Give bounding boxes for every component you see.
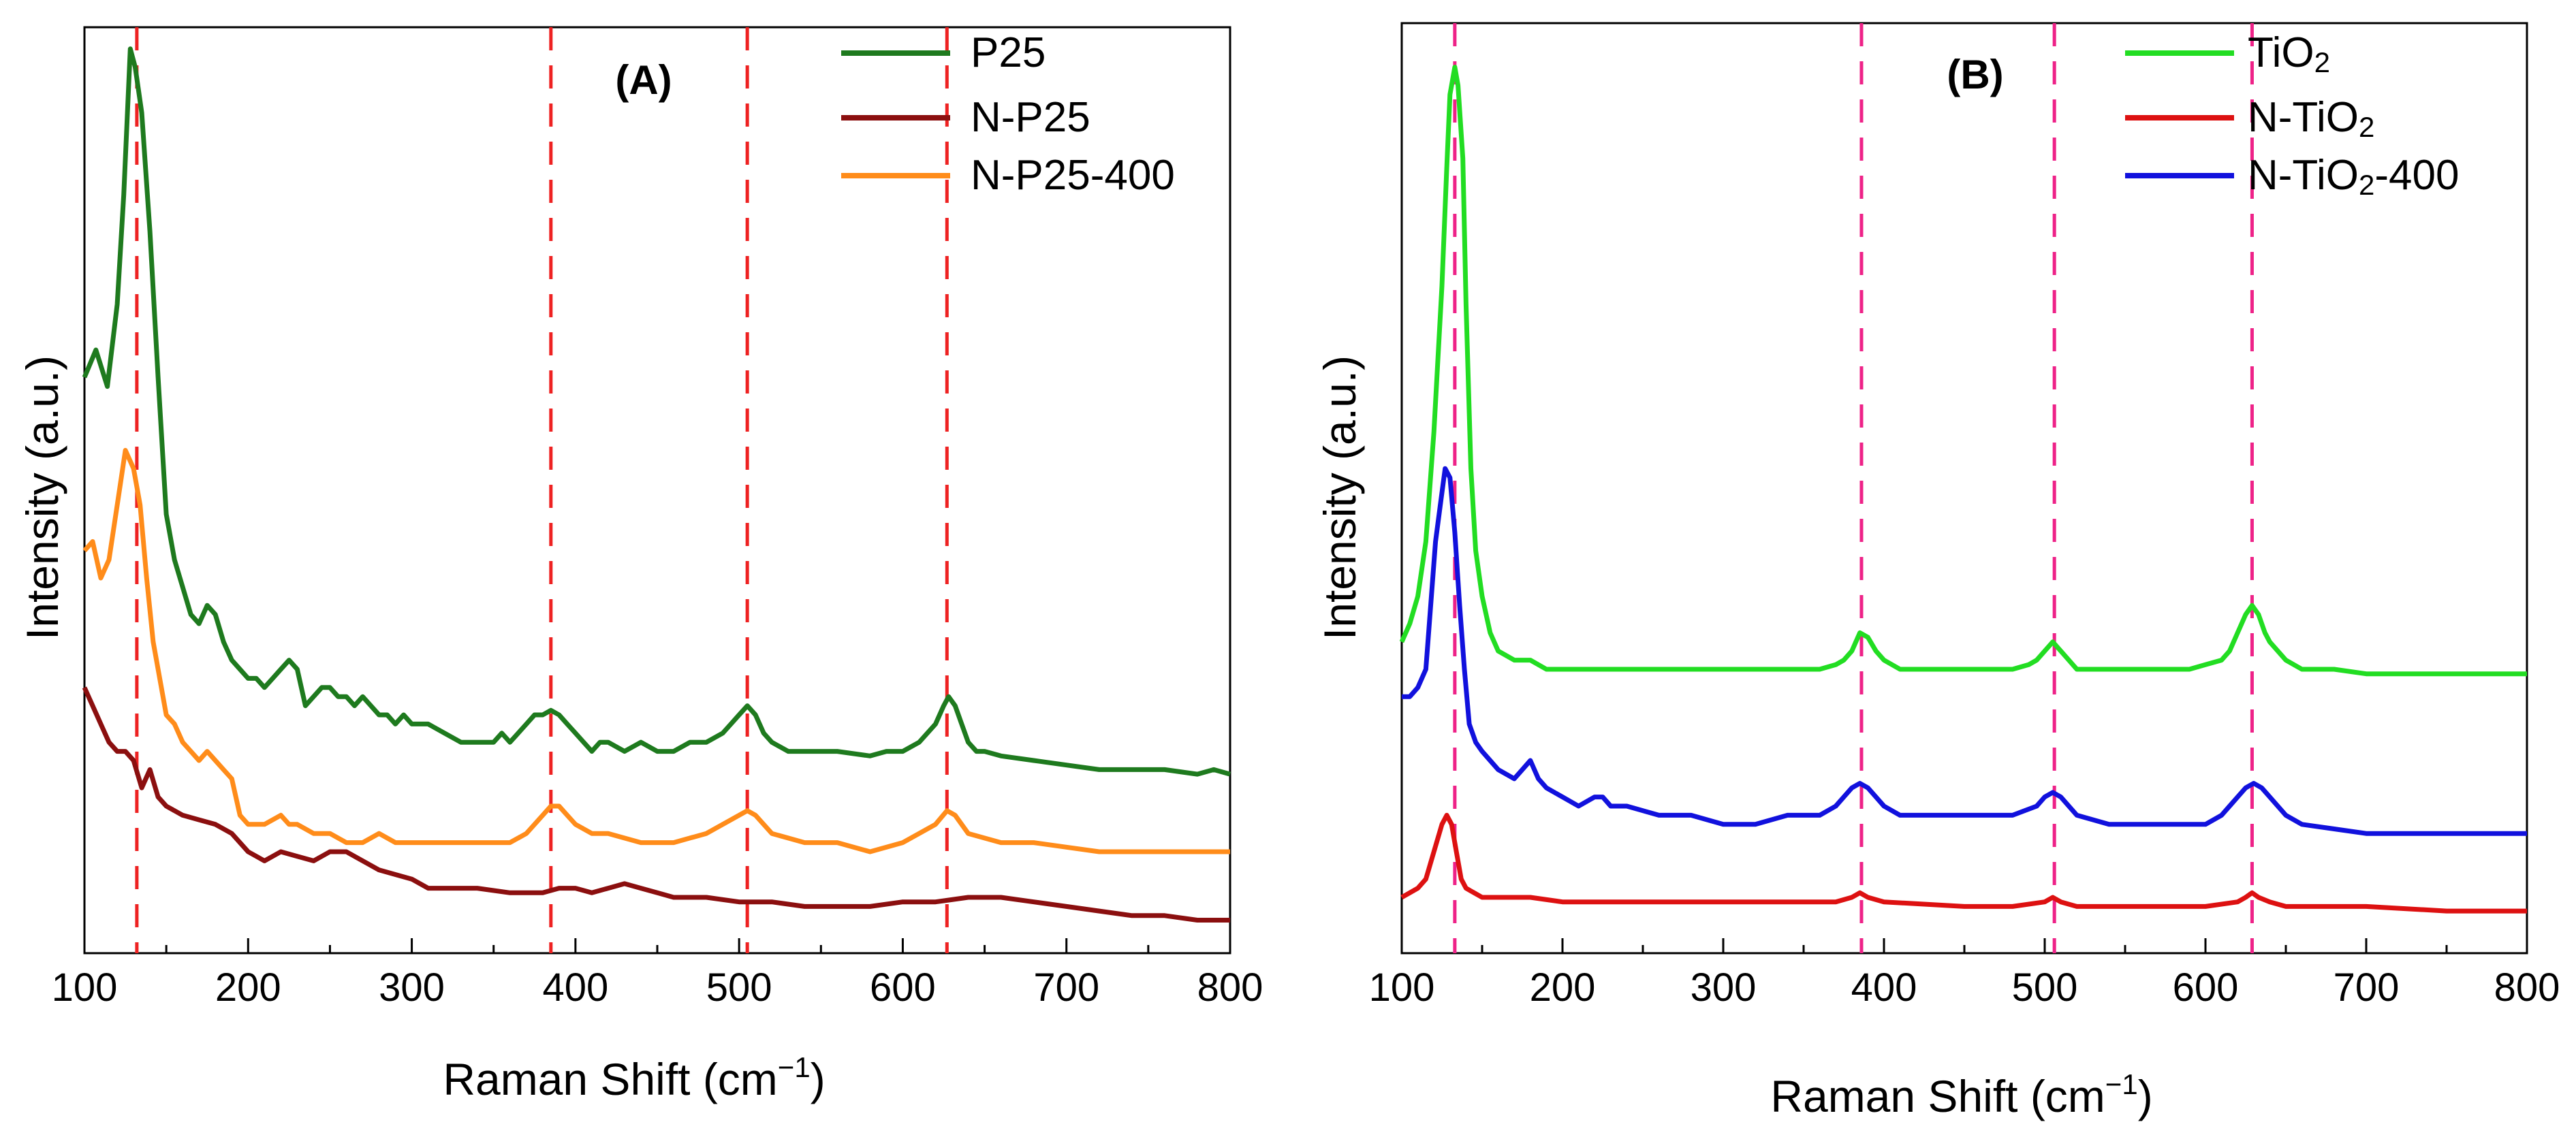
panel-b-x-tick-label: 400: [1851, 965, 1917, 1010]
panel-b-legend-label: N-TiO2-400: [2248, 152, 2459, 201]
panel-a-x-tick-label: 200: [215, 965, 281, 1010]
panel-a-x-tick-label: 700: [1033, 965, 1099, 1010]
panel-b-x-tick-label: 800: [2494, 965, 2560, 1010]
panel-b-label: (B): [1947, 52, 2003, 97]
panel-a-series-line-2: [82, 686, 1230, 923]
panel-b-x-tick-label: 500: [2012, 965, 2078, 1010]
panel-b-x-tick-label: 700: [2334, 965, 2400, 1010]
panel-a-x-tick-label: 100: [52, 965, 118, 1010]
panel-a-legend-label: N-P25: [971, 94, 1090, 141]
panel-a-series-line-3: [82, 447, 1230, 854]
panel-b-y-axis-label: Intensity (a.u.): [1315, 355, 1365, 640]
panel-a-x-tick-label: 800: [1197, 965, 1263, 1010]
panel-b-series-line-1: [1399, 65, 2527, 677]
panel-a-series-line-1: [82, 46, 1231, 777]
panel-a-x-tick-label: 400: [542, 965, 608, 1010]
panel-b-series-line-2: [1400, 812, 2527, 914]
panel-b-x-tick-label: 100: [1369, 965, 1435, 1010]
panel-a-legend-label: N-P25-400: [971, 152, 1175, 199]
panel-b-legend-label: TiO2: [2248, 29, 2330, 78]
panel-a-legend-label: P25: [971, 29, 1046, 76]
panel-a-x-axis-label: Raman Shift (cm−1): [443, 1051, 825, 1104]
panel-b: Intensity (a.u.) Raman Shift (cm−1) 100 2…: [1315, 22, 2560, 1121]
panel-a-y-axis-label: Intensity (a.u.): [17, 355, 67, 640]
panel-b-x-tick-label: 200: [1530, 965, 1596, 1010]
panel-b-x-axis-label: Raman Shift (cm−1): [1770, 1068, 2152, 1121]
panel-a-x-tick-label: 500: [706, 965, 772, 1010]
panel-a: Intensity (a.u.) Raman Shift (cm−1) 100 2…: [17, 26, 1263, 1104]
panel-b-series-line-3: [1402, 466, 2527, 836]
panel-b-x-tick-label: 300: [1691, 965, 1757, 1010]
panel-b-legend-label: N-TiO2: [2248, 94, 2374, 143]
panel-a-x-tick-label: 600: [870, 965, 936, 1010]
panel-a-x-tick-label: 300: [379, 965, 445, 1010]
panel-a-label: (A): [615, 57, 672, 103]
panel-b-x-tick-label: 600: [2173, 965, 2239, 1010]
